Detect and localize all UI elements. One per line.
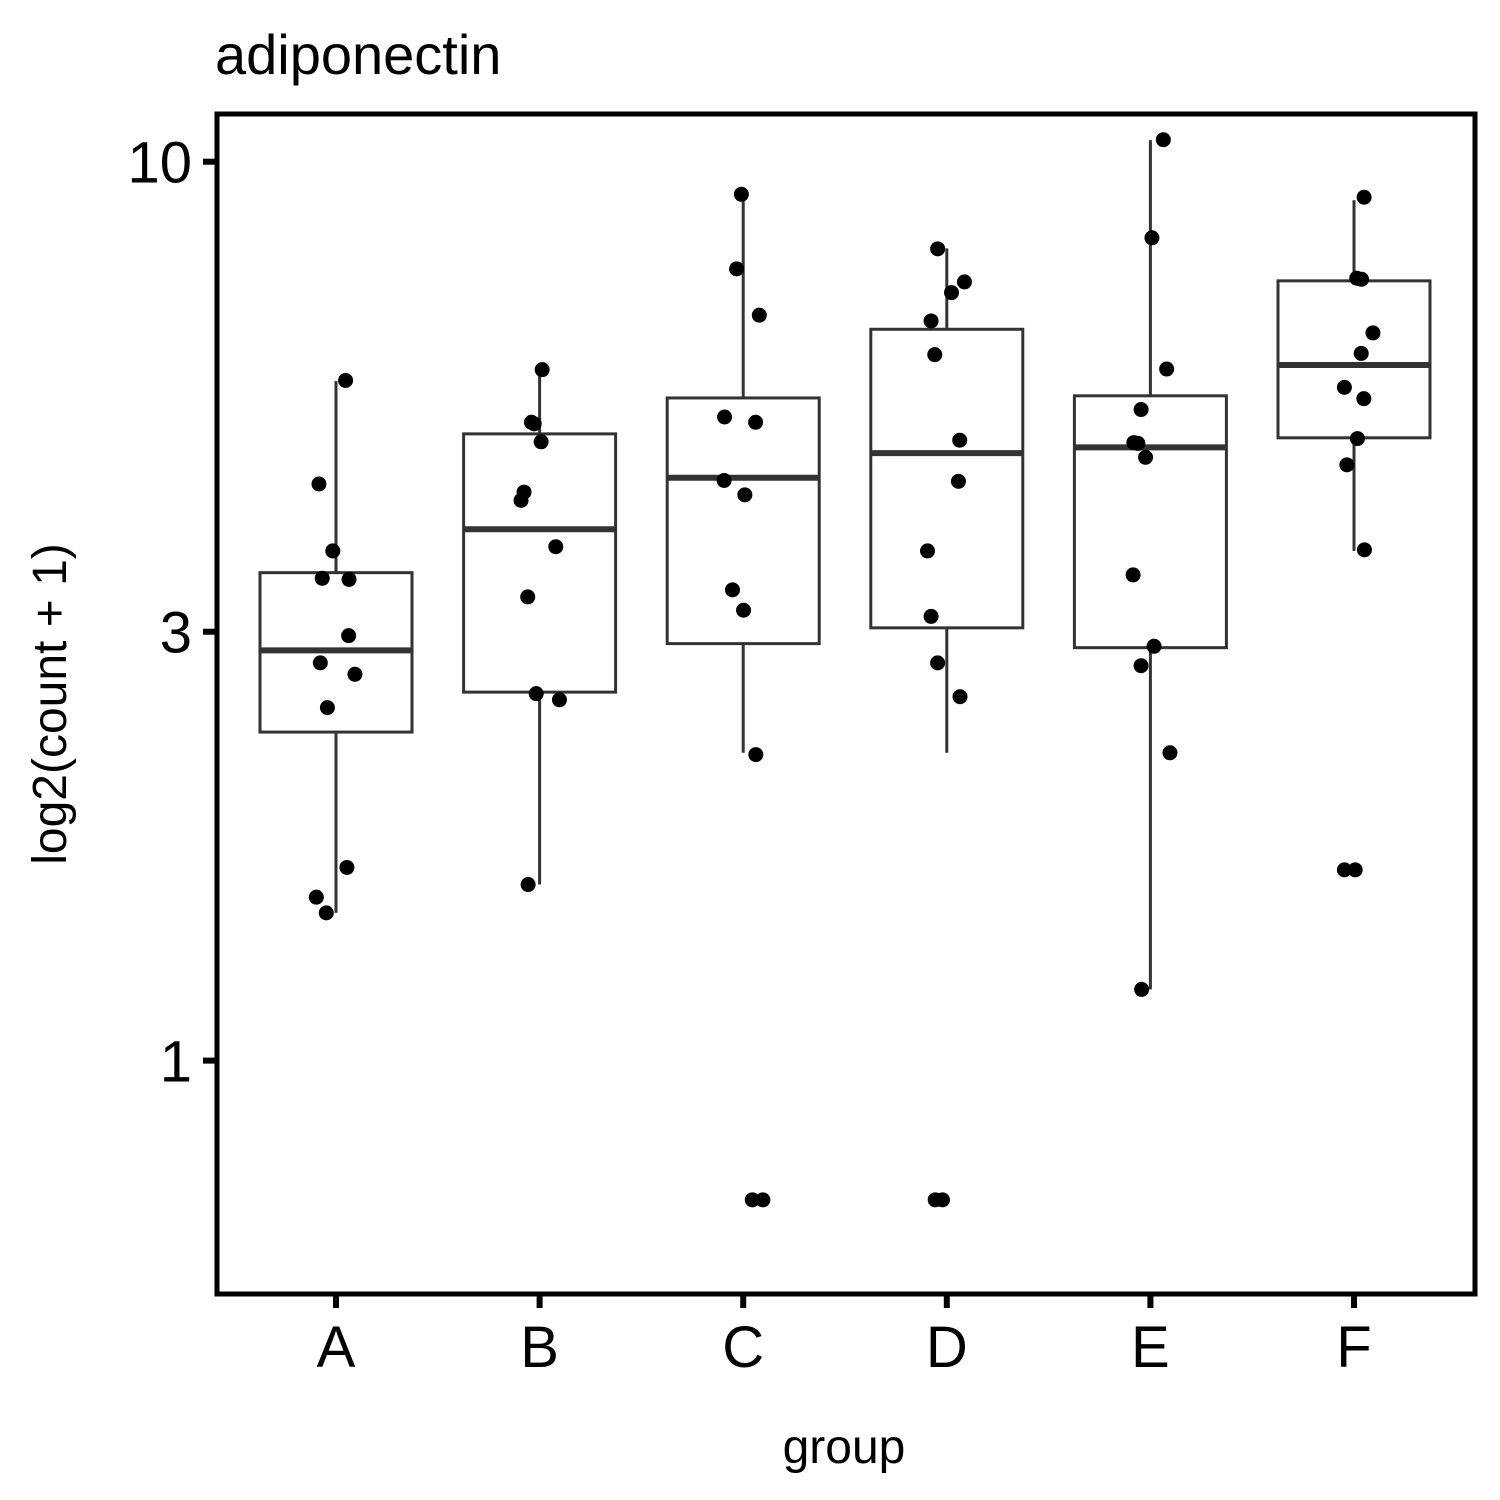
point-D-8 [923,608,939,624]
point-B-10 [520,877,536,893]
point-E-7 [1125,567,1141,583]
point-A-4 [314,570,330,586]
point-C-4 [748,414,764,430]
point-B-3 [533,434,549,450]
box-iqr-C [665,396,821,646]
point-C-10 [744,1192,760,1208]
point-A-1 [311,476,327,492]
point-A-9 [339,859,355,875]
box-iqr-F [1276,279,1432,440]
y-tick-label-10: 10 [127,131,192,196]
point-F-6 [1356,391,1372,407]
point-A-0 [338,372,354,388]
point-F-2 [1354,271,1370,287]
point-A-7 [347,666,363,682]
point-A-11 [318,905,334,921]
point-F-7 [1349,431,1365,447]
point-B-0 [534,362,550,378]
point-D-4 [927,347,943,363]
axes: 1 3 10 A B C D E F [127,131,1371,1380]
x-tick-label-D: D [926,1315,968,1380]
point-E-6 [1138,449,1154,465]
point-D-3 [923,313,939,329]
point-F-4 [1353,345,1369,361]
x-tick-label-A: A [317,1315,356,1380]
point-D-7 [920,543,936,559]
point-F-9 [1356,542,1372,558]
box-iqr-B [462,432,618,694]
point-A-10 [308,889,324,905]
point-B-6 [548,539,564,555]
x-tick-label-B: B [520,1315,559,1380]
point-B-2 [523,414,539,430]
point-D-9 [930,655,946,671]
point-A-6 [312,655,328,671]
point-C-7 [724,582,740,598]
point-D-6 [950,473,966,489]
point-D-1 [956,274,972,290]
point-F-8 [1339,457,1355,473]
point-C-6 [737,487,753,503]
point-F-10 [1347,862,1363,878]
point-F-5 [1336,379,1352,395]
point-F-3 [1365,325,1381,341]
x-tick-label-E: E [1131,1315,1170,1380]
point-D-5 [952,432,968,448]
box-C [665,197,821,753]
point-B-7 [520,589,536,605]
point-C-1 [729,261,745,277]
point-E-0 [1155,132,1171,148]
point-A-3 [341,571,357,587]
box-iqr-E [1072,394,1228,650]
point-C-0 [733,186,749,202]
point-E-8 [1146,638,1162,654]
point-C-2 [751,307,767,323]
point-D-10 [952,689,968,705]
point-D-0 [930,241,946,257]
y-tick-label-1: 1 [160,1030,192,1095]
point-A-2 [325,543,341,559]
point-C-3 [717,409,733,425]
box-iqr-D [869,327,1025,630]
y-tick-label-3: 3 [160,601,192,666]
box-E [1072,140,1228,990]
y-axis-title: log2(count + 1) [24,543,77,865]
chart-title: adiponectin [215,23,501,86]
point-A-8 [319,700,335,716]
point-D-2 [944,285,960,301]
point-E-1 [1144,230,1160,246]
point-F-0 [1356,189,1372,205]
point-B-9 [551,692,567,708]
point-C-8 [736,602,752,618]
x-tick-label-F: F [1336,1315,1371,1380]
point-C-11 [755,1192,771,1208]
point-E-2 [1159,361,1175,377]
box-D [869,248,1025,753]
point-E-10 [1162,745,1178,761]
point-B-8 [528,686,544,702]
box-A [258,381,414,913]
point-D-12 [934,1192,950,1208]
point-C-5 [716,472,732,488]
x-axis-title: group [783,1421,906,1474]
x-tick-label-C: C [722,1315,764,1380]
point-E-5 [1126,435,1142,451]
point-E-11 [1134,981,1150,997]
plot-area [258,132,1432,1208]
point-B-5 [513,492,529,508]
plot-frame [214,111,1478,1297]
point-C-9 [748,747,764,763]
point-F-11 [1336,862,1352,878]
point-A-5 [341,628,357,644]
point-E-9 [1133,658,1149,674]
box-F [1276,200,1432,551]
point-E-3 [1133,402,1149,418]
